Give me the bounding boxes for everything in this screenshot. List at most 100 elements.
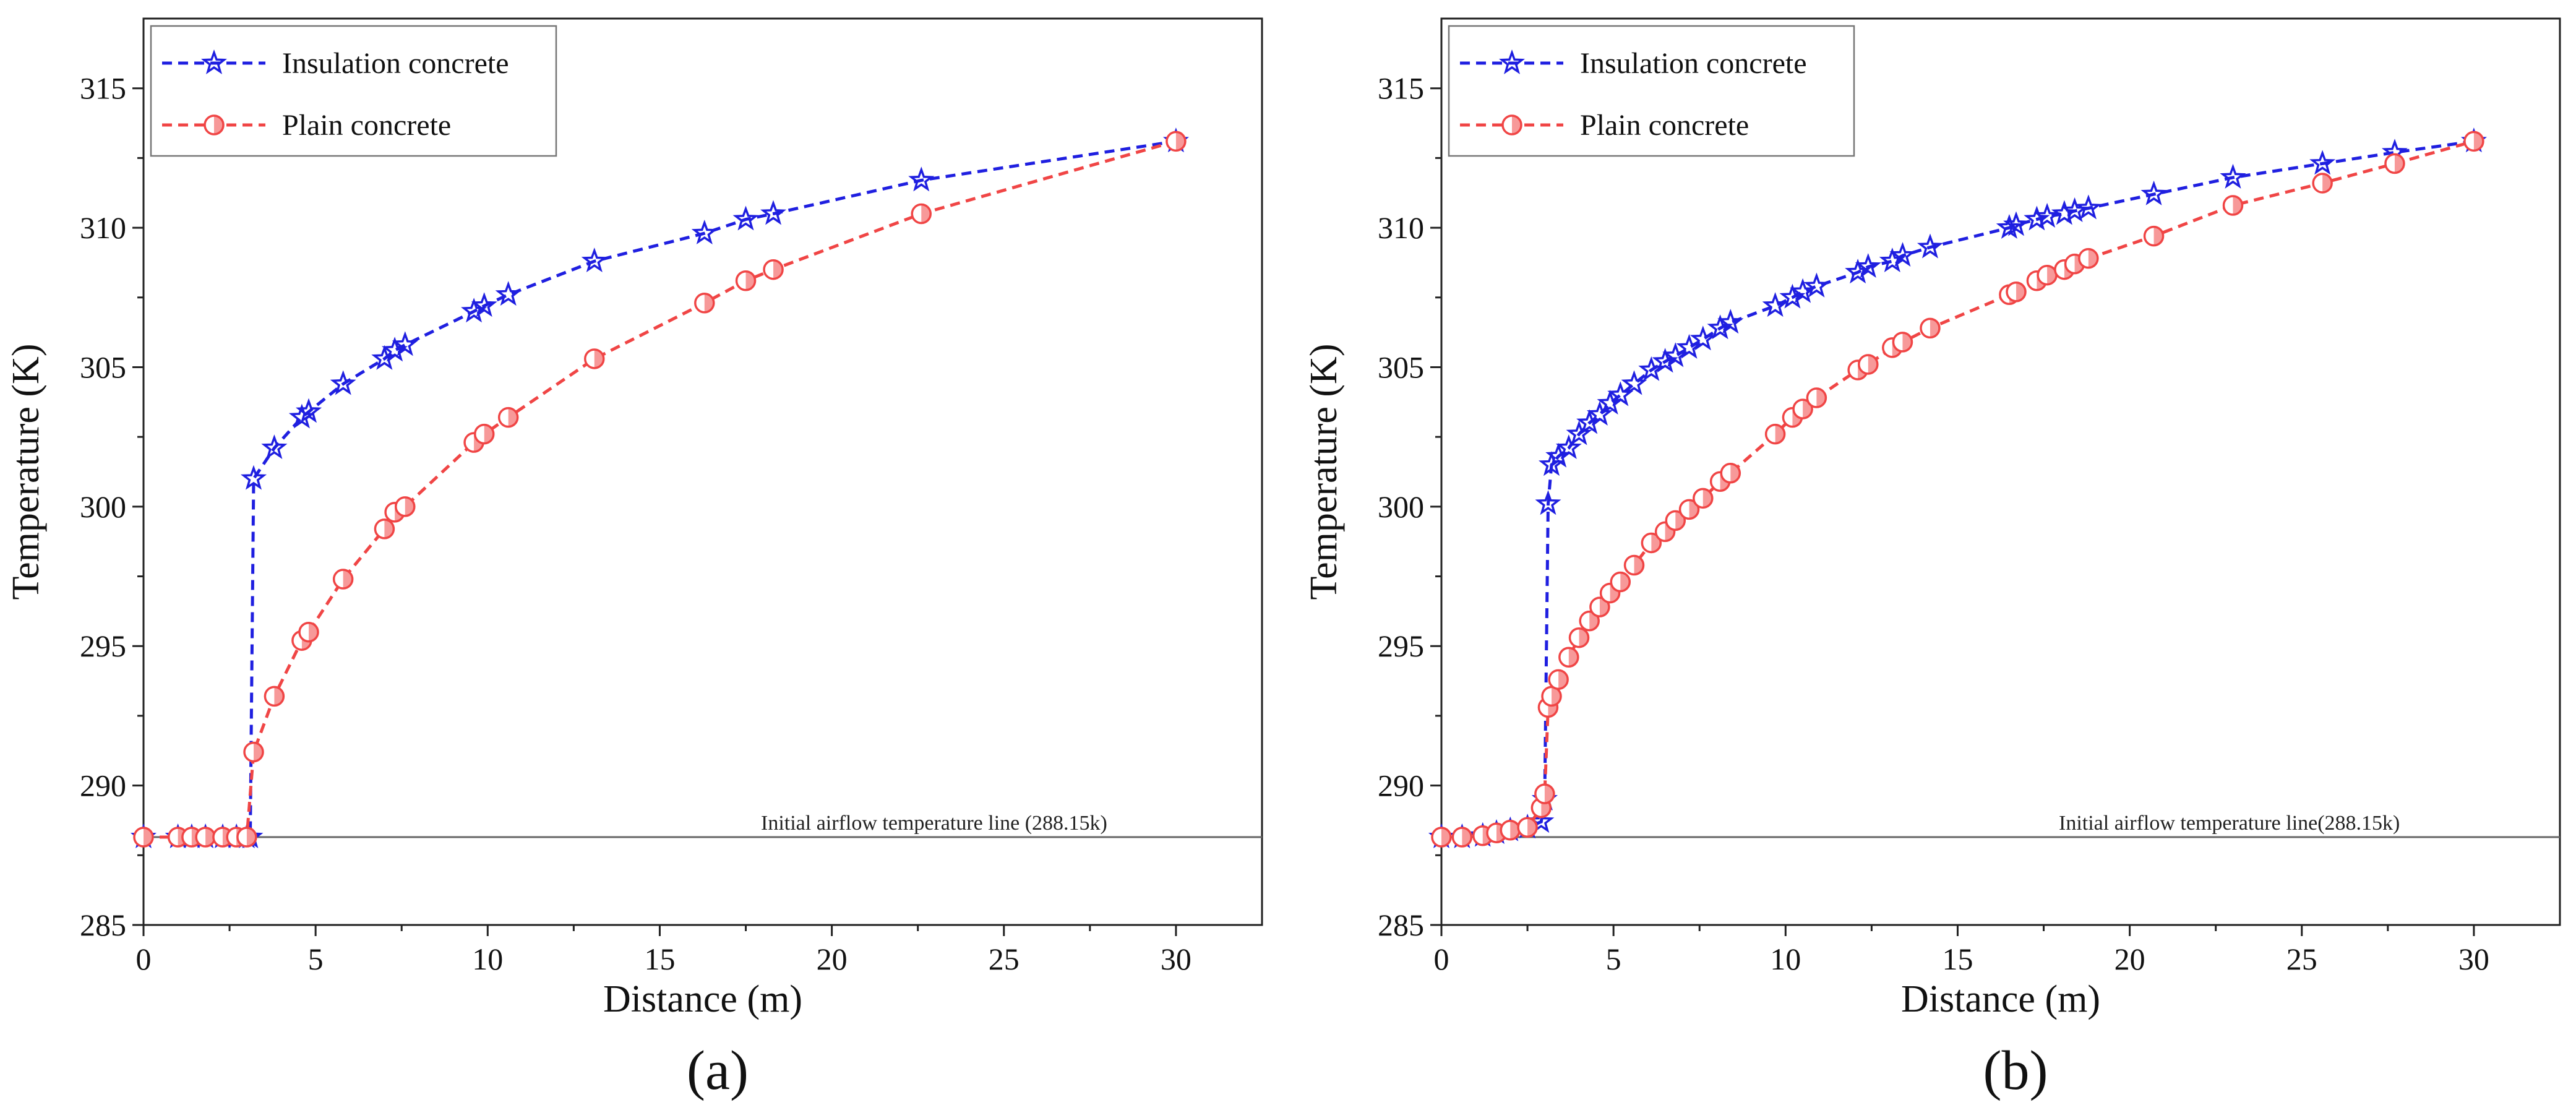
plain-point-half-fill	[1902, 332, 1912, 351]
plain-point	[584, 348, 605, 369]
insulation-point	[2003, 211, 2030, 236]
insulation-point	[1555, 434, 1582, 460]
reference-line-label: Initial airflow temperature line(288.15k…	[2059, 812, 2400, 835]
plain-point-half-fill	[484, 424, 494, 444]
insulation-point	[261, 434, 288, 460]
x-tick-label: 30	[2458, 942, 2489, 976]
plain-point	[763, 259, 784, 280]
series-line-insulation	[144, 139, 1177, 839]
x-tick-label: 5	[1606, 942, 1621, 976]
plain-point	[1166, 131, 1187, 152]
plain-point-half-fill	[2233, 196, 2243, 215]
plain-point-half-fill	[1568, 648, 1578, 667]
plain-point	[1534, 783, 1555, 804]
x-tick-label: 10	[1770, 942, 1801, 976]
legend-label: Insulation concrete	[1580, 47, 1807, 80]
plain-point-half-fill	[309, 622, 319, 642]
plain-point	[2312, 173, 2333, 194]
x-tick-label: 15	[644, 942, 675, 976]
plain-point	[195, 827, 216, 848]
plain-point-half-fill	[1620, 572, 1630, 591]
series-line-insulation	[1441, 139, 2475, 839]
legend-label: Insulation concrete	[282, 47, 509, 80]
insulation-point	[1689, 325, 1716, 351]
insulation-point	[2140, 180, 2167, 205]
plain-point	[1720, 463, 1741, 484]
insulation-point	[1889, 242, 1916, 267]
plain-point-half-fill	[1441, 828, 1451, 847]
plain-point-half-fill	[1544, 785, 1554, 804]
y-tick-label: 290	[80, 768, 126, 803]
x-tick-label: 0	[136, 942, 152, 976]
plain-point-half-fill	[2153, 226, 2163, 246]
plain-point	[735, 270, 757, 291]
plain-point-half-fill	[1527, 818, 1537, 837]
insulation-point	[1566, 420, 1592, 445]
insulation-point	[1652, 348, 1678, 373]
x-tick-label: 20	[2114, 942, 2145, 976]
insulation-point	[1803, 272, 1830, 298]
plain-point-half-fill	[1775, 424, 1785, 444]
plain-point-half-fill	[1730, 463, 1740, 483]
insulation-point	[2075, 194, 2102, 220]
insulation-point	[908, 166, 935, 192]
plain-point	[1568, 627, 1590, 648]
plain-point-half-fill	[1558, 670, 1568, 689]
plain-point	[694, 293, 715, 314]
plain-point	[911, 203, 932, 225]
insulation-point	[2309, 150, 2336, 175]
panel-b: Initial airflow temperature line(288.15k…	[1303, 17, 2561, 1101]
plain-point-half-fill	[205, 828, 215, 847]
plain-point-half-fill	[343, 570, 353, 589]
plain-point	[332, 569, 354, 590]
plain-point	[236, 827, 257, 848]
x-tick-label: 25	[2286, 942, 2317, 976]
plain-point	[2143, 225, 2165, 247]
x-axis-title: Distance (m)	[1901, 978, 2100, 1020]
panel-label: (a)	[687, 1040, 749, 1101]
y-axis-title: Temperature (K)	[5, 344, 47, 600]
plain-point-half-fill	[2322, 173, 2332, 192]
plain-point	[243, 741, 264, 763]
x-tick-label: 25	[989, 942, 1020, 976]
insulation-point	[2024, 205, 2050, 231]
plain-point-half-fill	[2088, 249, 2098, 268]
plain-point	[1558, 647, 1579, 668]
plain-point	[2037, 264, 2058, 286]
legend-marker-half-fill	[1512, 116, 1521, 134]
y-tick-label: 315	[80, 71, 126, 106]
plain-point	[473, 423, 495, 445]
plain-point	[1517, 817, 1538, 838]
plain-point-half-fill	[144, 828, 153, 847]
insulation-point	[581, 247, 608, 273]
plain-point	[2222, 195, 2244, 216]
y-tick-label: 295	[80, 629, 126, 663]
insulation-point	[760, 200, 787, 225]
plain-point	[374, 518, 395, 540]
plain-point-half-fill	[405, 497, 414, 516]
insulation-point	[241, 465, 267, 490]
reference-line-label: Initial airflow temperature line (288.15…	[761, 812, 1107, 835]
insulation-point	[461, 298, 487, 323]
plain-point-half-fill	[254, 742, 264, 762]
plain-point	[497, 406, 519, 428]
plain-point-half-fill	[1579, 628, 1589, 647]
plain-point-half-fill	[2016, 282, 2026, 301]
insulation-point	[1855, 253, 1881, 278]
plain-point-half-fill	[1868, 355, 1878, 374]
y-tick-label: 310	[80, 210, 126, 245]
legend-marker	[1501, 114, 1522, 135]
plain-point	[1500, 819, 1521, 841]
legend-label: Plain concrete	[1580, 109, 1749, 142]
plot-frame	[142, 17, 1263, 926]
insulation-point	[2220, 163, 2246, 189]
y-tick-label: 315	[1378, 71, 1424, 106]
insulation-point	[1707, 314, 1733, 340]
plain-point	[298, 621, 319, 643]
plain-point	[1623, 554, 1645, 576]
plain-point-half-fill	[2473, 132, 2483, 151]
y-tick-label: 300	[80, 489, 126, 524]
plain-point	[2463, 131, 2484, 152]
plain-point-half-fill	[384, 519, 394, 538]
